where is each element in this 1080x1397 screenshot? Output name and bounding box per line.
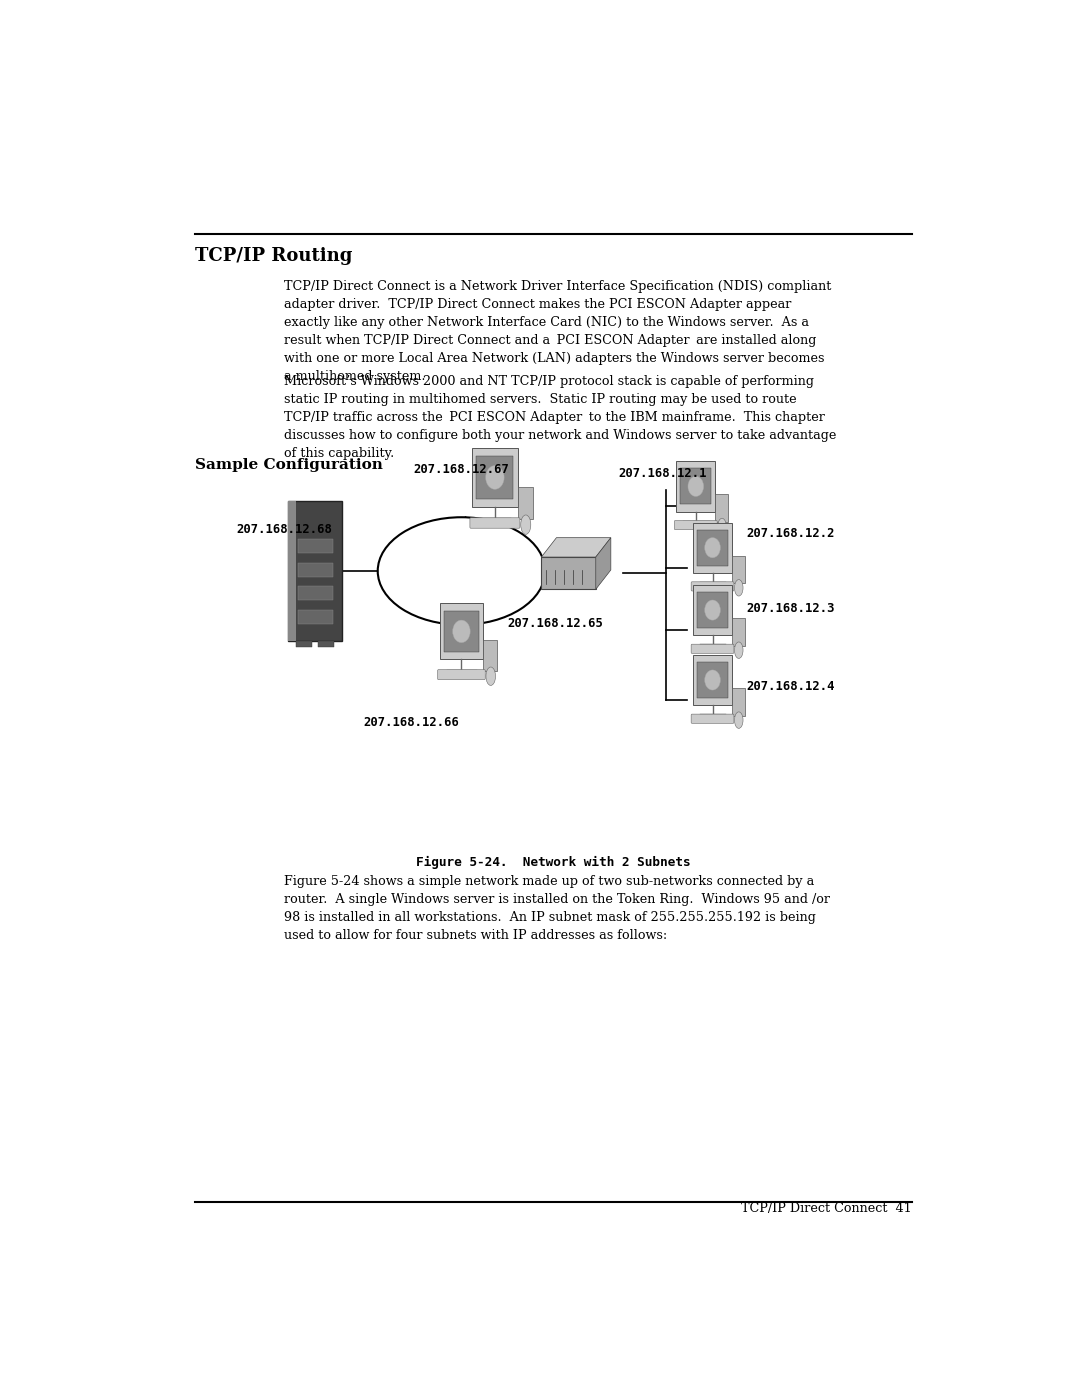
Bar <box>298 587 333 601</box>
Bar <box>476 457 513 499</box>
Text: 207.168.12.3: 207.168.12.3 <box>746 602 835 615</box>
Text: 207.168.12.1: 207.168.12.1 <box>619 467 707 479</box>
Bar <box>676 461 715 511</box>
FancyBboxPatch shape <box>437 669 485 680</box>
Text: TCP/IP Routing: TCP/IP Routing <box>195 247 353 265</box>
Bar <box>318 641 334 647</box>
Text: 207.168.12.67: 207.168.12.67 <box>414 464 510 476</box>
Ellipse shape <box>734 712 743 728</box>
Text: 207.168.12.68: 207.168.12.68 <box>237 522 332 535</box>
Bar <box>697 529 728 566</box>
Circle shape <box>705 538 720 557</box>
Text: Figure 5-24 shows a simple network made up of two sub-networks connected by a
ro: Figure 5-24 shows a simple network made … <box>284 876 831 943</box>
Bar <box>697 662 728 698</box>
Text: 207.168.12.4: 207.168.12.4 <box>746 679 835 693</box>
Ellipse shape <box>718 518 726 535</box>
Circle shape <box>688 476 703 496</box>
Ellipse shape <box>378 517 545 624</box>
Circle shape <box>453 620 470 643</box>
Bar <box>732 687 744 715</box>
FancyBboxPatch shape <box>691 714 734 724</box>
Text: TCP/IP Direct Connect is a Network Driver Interface Specification (NDIS) complia: TCP/IP Direct Connect is a Network Drive… <box>284 279 832 383</box>
Bar <box>298 539 333 553</box>
Bar <box>298 610 333 624</box>
FancyBboxPatch shape <box>470 518 519 528</box>
Circle shape <box>486 465 504 489</box>
Text: 207.168.12.65: 207.168.12.65 <box>508 617 604 630</box>
FancyBboxPatch shape <box>674 521 717 529</box>
FancyBboxPatch shape <box>691 644 734 654</box>
Bar <box>298 563 333 577</box>
Circle shape <box>705 601 720 620</box>
Bar <box>296 641 312 647</box>
Polygon shape <box>541 538 611 557</box>
Bar <box>693 655 732 705</box>
Bar <box>693 522 732 573</box>
Ellipse shape <box>521 515 530 534</box>
Bar <box>732 556 744 584</box>
Bar <box>472 448 518 507</box>
Bar <box>715 495 728 522</box>
Polygon shape <box>596 538 611 590</box>
Ellipse shape <box>486 666 496 686</box>
Bar <box>541 557 596 590</box>
Bar <box>680 468 712 504</box>
Circle shape <box>705 671 720 690</box>
Bar <box>518 486 532 520</box>
FancyBboxPatch shape <box>691 581 734 591</box>
Text: Microsoft’s Windows 2000 and NT TCP/IP protocol stack is capable of performing
s: Microsoft’s Windows 2000 and NT TCP/IP p… <box>284 376 836 460</box>
Bar <box>287 502 296 641</box>
Ellipse shape <box>734 580 743 597</box>
Text: Figure 5-24.  Network with 2 Subnets: Figure 5-24. Network with 2 Subnets <box>416 856 691 869</box>
Text: 207.168.12.66: 207.168.12.66 <box>363 717 459 729</box>
Bar <box>697 592 728 629</box>
Bar <box>444 610 478 651</box>
Bar <box>287 502 342 641</box>
Bar <box>483 640 497 671</box>
Bar <box>693 585 732 636</box>
Text: 207.168.12.2: 207.168.12.2 <box>746 527 835 539</box>
Bar <box>732 617 744 645</box>
Text: TCP/IP Direct Connect  41: TCP/IP Direct Connect 41 <box>741 1203 912 1215</box>
Ellipse shape <box>734 643 743 658</box>
Text: Sample Configuration: Sample Configuration <box>195 458 383 472</box>
Bar <box>440 604 483 659</box>
